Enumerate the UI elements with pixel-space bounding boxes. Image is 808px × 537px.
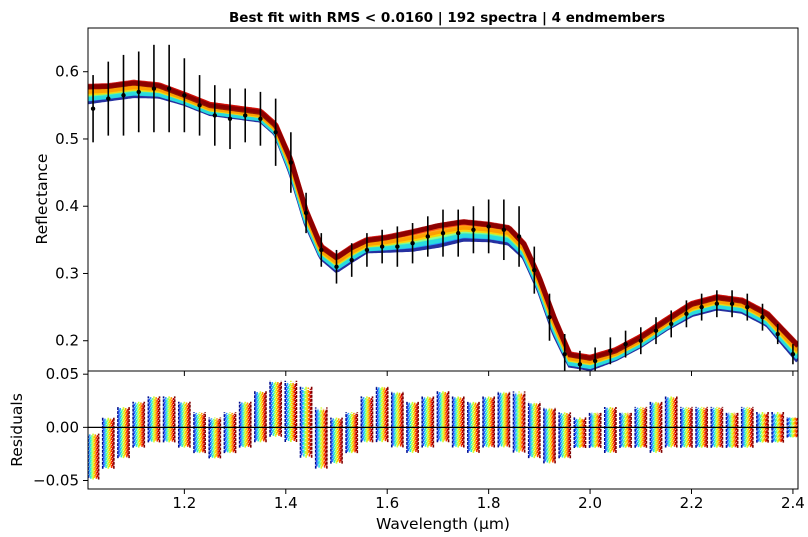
observed-point bbox=[729, 301, 735, 306]
observed-point bbox=[182, 93, 187, 98]
observed-point bbox=[760, 314, 765, 320]
observed-point bbox=[471, 227, 476, 232]
residuals-axes-frame bbox=[87, 370, 799, 490]
observed-point bbox=[151, 86, 157, 91]
residuals-y-tick-label: 0.00 bbox=[46, 418, 79, 436]
observed-point bbox=[227, 116, 233, 121]
chart-title: Best fit with RMS < 0.0160 | 192 spectra… bbox=[229, 10, 665, 26]
observed-point bbox=[440, 230, 446, 236]
observed-point bbox=[516, 234, 522, 239]
reflectance-y-ticks: 0.2 0.3 0.4 0.5 0.6 bbox=[55, 63, 88, 350]
reflectance-axes-frame bbox=[87, 27, 799, 372]
observed-point bbox=[121, 93, 126, 98]
x-tick-label: 1.2 bbox=[172, 494, 196, 512]
observed-point bbox=[592, 358, 598, 364]
observed-point bbox=[334, 264, 339, 269]
residuals-x-ticks: 1.2 1.4 1.6 1.8 2.0 2.2 2.4 bbox=[172, 489, 805, 512]
reflectance-y-tick-label: 0.6 bbox=[55, 63, 79, 81]
observed-point bbox=[456, 230, 461, 236]
observed-point bbox=[395, 244, 400, 249]
observed-point bbox=[379, 244, 385, 249]
reflectance-y-tick-label: 0.4 bbox=[55, 197, 79, 215]
reflectance-y-tick-label: 0.2 bbox=[55, 332, 79, 350]
residuals-panel: −0.05 0.00 0.05 1.2 1.4 1.6 1.8 2.0 2.2 2.4 Resi… bbox=[8, 365, 805, 533]
observed-point bbox=[684, 311, 689, 317]
x-tick-label: 1.4 bbox=[274, 494, 298, 512]
reflectance-x-ticks bbox=[183, 371, 794, 376]
observed-point bbox=[562, 351, 567, 357]
observed-point bbox=[166, 86, 172, 91]
residuals-plot-area bbox=[88, 380, 798, 480]
residuals-y-tick-label: −0.05 bbox=[33, 471, 79, 489]
residuals-y-tick-label: 0.05 bbox=[46, 365, 79, 383]
observed-point bbox=[699, 304, 704, 310]
x-tick-label: 2.4 bbox=[781, 494, 805, 512]
observed-point bbox=[745, 304, 750, 310]
observed-point bbox=[547, 314, 552, 320]
x-axis-label: Wavelength (µm) bbox=[376, 515, 510, 533]
observed-point bbox=[364, 247, 370, 253]
observed-point bbox=[790, 351, 796, 357]
observed-point bbox=[273, 130, 278, 135]
residuals-y-ticks: −0.05 0.00 0.05 bbox=[33, 365, 88, 489]
observed-point bbox=[653, 328, 659, 333]
x-tick-label: 1.8 bbox=[477, 494, 501, 512]
observed-point bbox=[288, 160, 294, 165]
observed-point bbox=[532, 267, 537, 273]
reflectance-panel: 0.2 0.3 0.4 0.5 0.6 Reflectance bbox=[33, 27, 799, 376]
observed-point bbox=[775, 331, 780, 337]
observed-point bbox=[212, 113, 217, 118]
observed-point bbox=[410, 241, 415, 246]
observed-point bbox=[303, 210, 309, 216]
reflectance-plot-area bbox=[88, 44, 798, 371]
observed-point bbox=[106, 96, 111, 101]
x-tick-label: 2.0 bbox=[578, 494, 602, 512]
observed-point bbox=[349, 257, 354, 263]
reflectance-y-tick-label: 0.3 bbox=[55, 264, 79, 282]
observed-point bbox=[638, 338, 643, 343]
observed-point bbox=[714, 301, 720, 306]
observed-point bbox=[623, 341, 628, 347]
observed-point bbox=[258, 116, 263, 121]
reflectance-y-axis-label: Reflectance bbox=[33, 154, 51, 245]
observed-point bbox=[319, 247, 324, 253]
observed-point bbox=[243, 113, 248, 118]
x-tick-label: 1.6 bbox=[375, 494, 399, 512]
observed-point bbox=[501, 227, 507, 232]
residuals-y-axis-label: Residuals bbox=[8, 393, 26, 467]
observed-point bbox=[425, 234, 430, 239]
reflectance-y-tick-label: 0.5 bbox=[55, 130, 79, 148]
observed-point bbox=[136, 89, 141, 95]
observed-point bbox=[486, 224, 491, 229]
observed-point bbox=[197, 103, 202, 108]
observed-point bbox=[669, 321, 674, 327]
x-tick-label: 2.2 bbox=[680, 494, 704, 512]
observed-point bbox=[577, 362, 583, 367]
observed-point bbox=[608, 348, 613, 354]
observed-point bbox=[90, 106, 96, 111]
